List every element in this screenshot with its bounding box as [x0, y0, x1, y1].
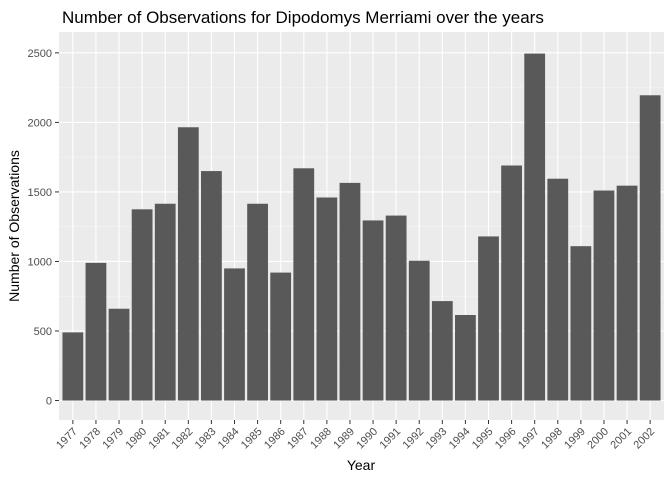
- bar-1981: [154, 203, 176, 401]
- bar-1991: [385, 215, 407, 401]
- bar-1982: [177, 127, 199, 401]
- x-tick-label: 1988: [308, 426, 334, 452]
- x-tick-label: 1978: [77, 426, 103, 452]
- x-tick-label: 2002: [631, 426, 657, 452]
- x-tick-label: 1983: [193, 426, 219, 452]
- x-tick-label: 1977: [54, 426, 80, 452]
- bar-1978: [85, 262, 107, 401]
- bar-1987: [293, 168, 315, 401]
- bar-1994: [455, 315, 476, 401]
- bar-1986: [270, 272, 292, 401]
- x-tick-label: 1981: [147, 426, 173, 452]
- bar-1983: [201, 171, 222, 401]
- y-tick-label: 2000: [28, 117, 52, 129]
- bar-1992: [408, 260, 430, 401]
- x-tick-label: 1991: [377, 426, 403, 452]
- x-axis-ticks: 1977197819791980198119821983198419851986…: [54, 420, 657, 451]
- x-axis-title: Year: [347, 457, 376, 473]
- bar-2000: [593, 190, 615, 401]
- bar-1984: [224, 268, 245, 401]
- x-tick-label: 1999: [562, 426, 588, 452]
- y-tick-label: 0: [46, 396, 52, 408]
- bar-1979: [108, 308, 130, 401]
- y-tick-label: 1000: [28, 256, 52, 268]
- y-axis-ticks: 0 500 1000 1500 2000 2500: [28, 48, 59, 408]
- bar-1988: [316, 197, 338, 401]
- y-tick-label: 500: [34, 326, 52, 338]
- bars: [62, 53, 661, 401]
- x-tick-label: 1993: [424, 426, 450, 452]
- x-tick-label: 1982: [170, 426, 196, 452]
- chart-title: Number of Observations for Dipodomys Mer…: [62, 8, 544, 27]
- y-axis-title: Number of Observations: [6, 150, 22, 302]
- bar-1997: [524, 53, 546, 401]
- x-tick-label: 1989: [331, 426, 357, 452]
- x-tick-label: 2001: [608, 426, 634, 452]
- bar-1977: [62, 332, 84, 401]
- bar-2001: [616, 185, 638, 401]
- y-tick-label: 2500: [28, 48, 52, 60]
- x-tick-label: 1980: [123, 426, 149, 452]
- x-tick-label: 1996: [493, 426, 519, 452]
- x-tick-label: 1984: [216, 426, 242, 452]
- bar-1980: [131, 209, 153, 401]
- x-tick-label: 1992: [401, 426, 427, 452]
- x-tick-label: 1985: [239, 426, 265, 452]
- x-tick-label: 2000: [585, 426, 611, 452]
- bar-1993: [431, 301, 453, 401]
- x-tick-label: 1998: [539, 426, 565, 452]
- x-tick-label: 1986: [262, 426, 288, 452]
- x-tick-label: 1979: [100, 426, 126, 452]
- y-tick-label: 1500: [28, 187, 52, 199]
- bar-1990: [362, 220, 384, 401]
- bar-1989: [339, 182, 361, 401]
- x-tick-label: 1990: [354, 426, 380, 452]
- bar-1998: [547, 178, 569, 401]
- x-tick-label: 1994: [447, 426, 473, 452]
- x-tick-label: 1987: [285, 426, 311, 452]
- bar-1999: [570, 246, 592, 401]
- bar-2002: [639, 95, 661, 401]
- x-tick-label: 1997: [516, 426, 542, 452]
- x-tick-label: 1995: [470, 426, 496, 452]
- bar-1995: [478, 236, 499, 401]
- bar-1985: [247, 203, 268, 401]
- bar-1996: [501, 165, 522, 401]
